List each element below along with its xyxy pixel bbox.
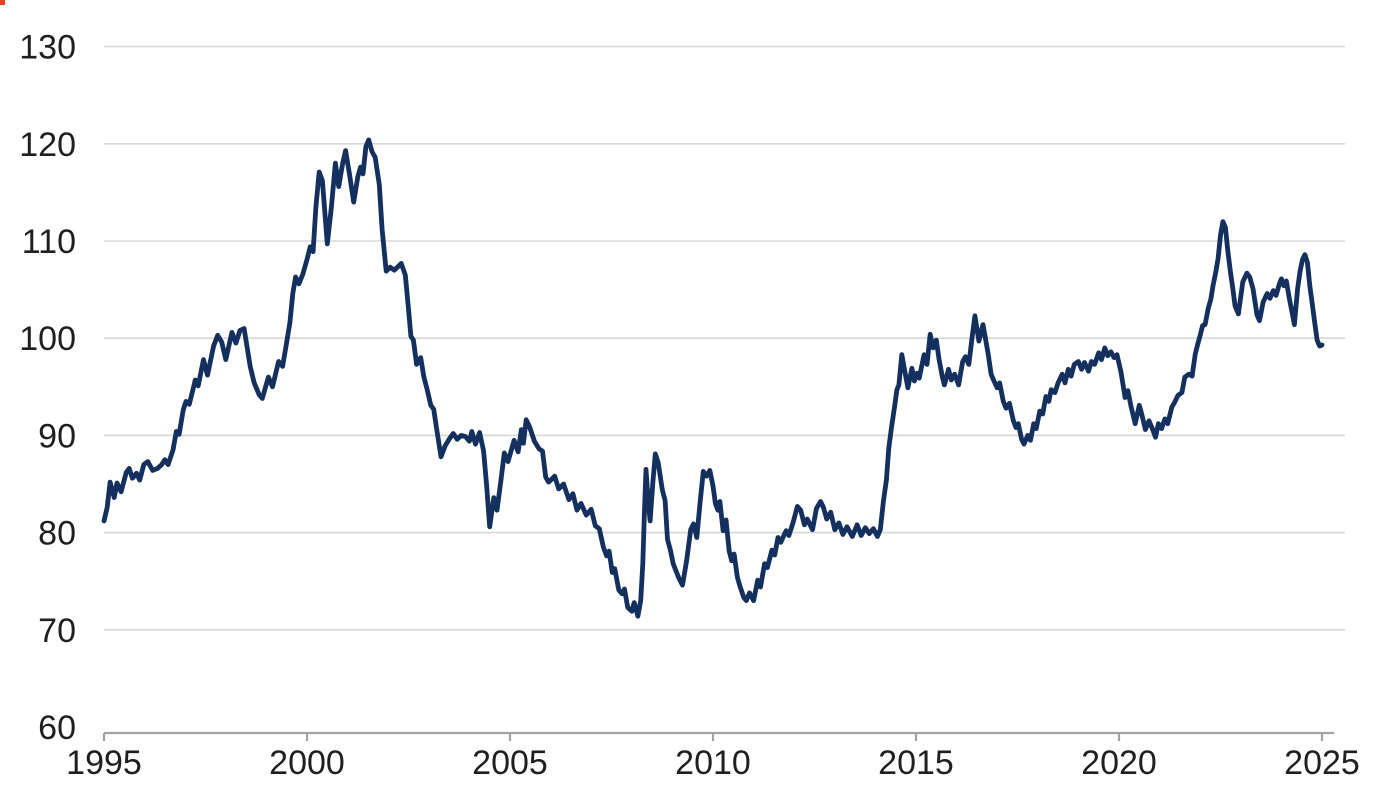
y-tick-label: 70 <box>38 612 76 650</box>
data-line <box>101 137 1325 619</box>
y-tick-label: 120 <box>19 126 76 164</box>
y-tick-label: 80 <box>38 515 76 553</box>
y-tick-label: 110 <box>22 223 76 261</box>
x-tick-label: 2005 <box>472 744 548 782</box>
x-tick-label: 2000 <box>269 744 345 782</box>
gridlines <box>104 45 1345 631</box>
x-tick-label: 2025 <box>1284 744 1360 782</box>
x-tick-label: 2010 <box>675 744 751 782</box>
x-axis-labels: 1995 2000 2005 2010 2015 2020 2025 <box>66 744 1360 782</box>
y-tick-label: 100 <box>19 320 76 358</box>
x-axis-ticks <box>102 733 1324 741</box>
x-tick-label: 2015 <box>878 744 954 782</box>
y-axis-labels: 60 70 80 90 100 110 120 130 <box>19 29 76 747</box>
y-tick-label: 60 <box>38 709 76 747</box>
y-tick-label: 90 <box>38 417 76 455</box>
y-tick-label: 130 <box>19 29 76 67</box>
corner-artifact-mark <box>0 0 5 5</box>
x-tick-label: 1995 <box>66 744 142 782</box>
x-tick-label: 2020 <box>1081 744 1157 782</box>
